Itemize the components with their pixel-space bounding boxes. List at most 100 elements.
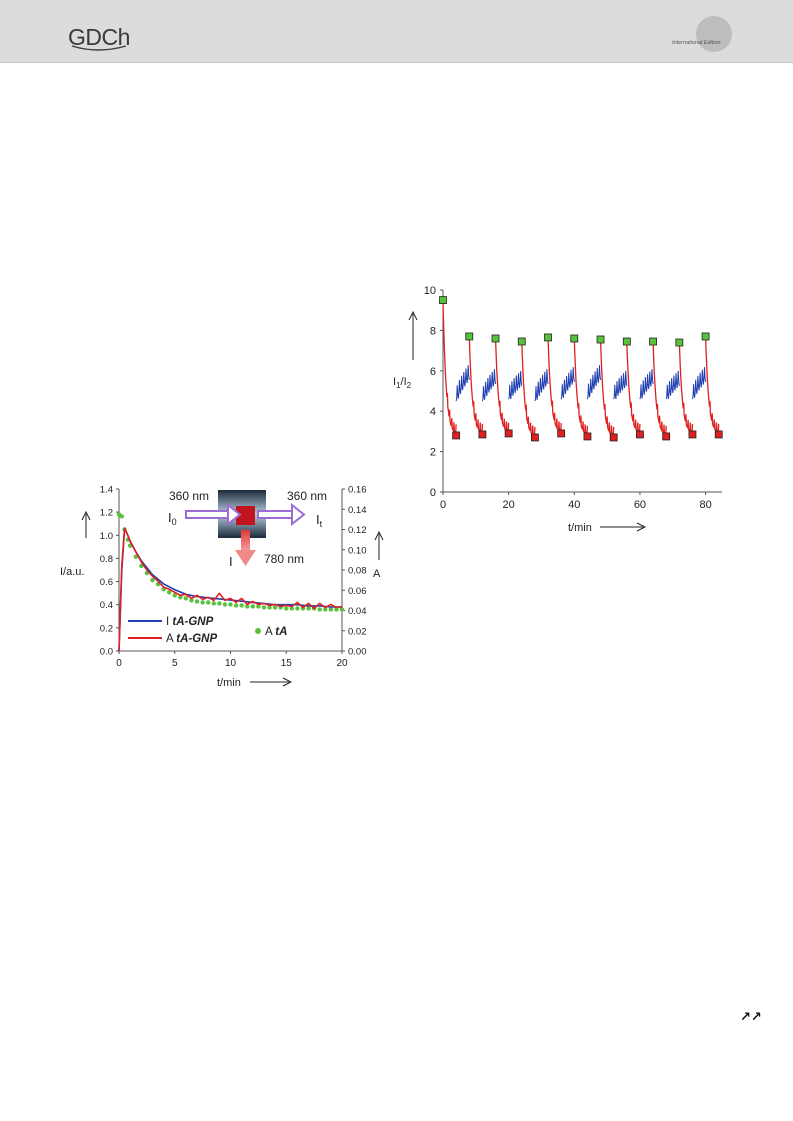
red-square-marker <box>557 429 566 438</box>
right-y-tick-label: 0.06 <box>348 586 367 597</box>
blue-recovery-trace <box>613 370 628 400</box>
red-decay-trace <box>468 336 484 434</box>
left-green-dot <box>317 607 322 612</box>
left-green-dot <box>328 607 334 612</box>
left-green-dot <box>194 599 200 604</box>
blue-recovery-trace <box>481 369 496 402</box>
red-decay-trace <box>494 338 510 434</box>
left-x-tick-label: 5 <box>172 658 178 669</box>
inset-emission-wavelength: 780 nm <box>264 552 304 566</box>
red-square-marker <box>504 429 513 438</box>
right-y-tick-label: 0.12 <box>348 525 367 536</box>
left-green-dot <box>334 607 339 612</box>
edition-label: International Edition <box>672 40 721 46</box>
red-decay-trace <box>626 341 641 434</box>
left-chart-series <box>116 512 345 652</box>
legend-label-a-ta: A tA <box>265 626 287 638</box>
red-square-marker <box>714 430 723 439</box>
right-y-tick-label: 6 <box>430 366 436 378</box>
left-y-tick-label: 0.8 <box>100 554 113 565</box>
left-green-dot <box>200 600 205 605</box>
blue-recovery-trace <box>534 369 549 402</box>
left-green-dot <box>206 600 211 605</box>
blue-recovery-trace <box>508 370 523 400</box>
right-y-tick-label: 0.04 <box>348 606 367 617</box>
left-y-tick-label: 1.2 <box>100 508 113 519</box>
sample-square-icon <box>236 506 255 525</box>
left-green-dot <box>339 607 345 612</box>
right-chart-axis-arrows <box>408 310 647 532</box>
left-green-dot <box>183 596 189 601</box>
left-y-tick-label: 1.0 <box>100 531 113 542</box>
right-y-tick-label: 0 <box>430 487 436 499</box>
left-green-dot <box>189 598 194 603</box>
inset-incident-label: I0 <box>168 510 177 527</box>
left-green-dot <box>295 606 300 611</box>
logo-swoosh-icon <box>71 45 127 51</box>
right-y-tick-label: 0.16 <box>348 485 367 496</box>
left-x-tick-label: 0 <box>116 658 122 669</box>
red-square-marker <box>636 430 644 439</box>
blue-recovery-trace <box>586 365 602 400</box>
left-axis-arrows <box>81 510 384 687</box>
left-green-dot <box>267 605 272 610</box>
right-y-tick-label: 0.10 <box>348 545 367 556</box>
red-decay-trace <box>573 338 589 436</box>
gdch-logo: GDCh <box>68 24 130 50</box>
left-x-tick-label: 20 <box>336 658 348 669</box>
right-y-tick-label: 4 <box>430 406 436 418</box>
left-x-axis-title: t/min <box>217 677 241 689</box>
left-green-dot <box>289 606 295 611</box>
right-y-tick-label: 10 <box>424 285 436 297</box>
red-decay-trace <box>678 342 694 434</box>
journal-header-bar: GDCh International Edition <box>0 0 793 63</box>
inset-in-wavelength: 360 nm <box>169 489 209 503</box>
left-green-dot <box>284 606 289 611</box>
right-x-tick-label: 40 <box>568 499 580 511</box>
blue-recovery-trace <box>560 367 575 400</box>
inset-emission-label: I <box>229 554 233 569</box>
right-y-tick-label: 0.00 <box>348 647 367 658</box>
left-green-dot <box>178 595 183 600</box>
left-green-dot <box>217 601 222 606</box>
inset-schematic: 360 nm 360 nm 780 nm I0 It I <box>168 489 327 569</box>
green-square-marker <box>675 338 684 347</box>
green-square-marker <box>544 333 552 342</box>
left-x-tick-label: 10 <box>225 658 237 669</box>
blue-recovery-trace <box>639 368 654 400</box>
left-green-dot <box>245 604 250 609</box>
right-x-tick-label: 80 <box>699 499 711 511</box>
left-green-dot <box>261 605 267 610</box>
left-y-tick-label: 0.2 <box>100 623 113 634</box>
green-square-marker <box>622 337 631 346</box>
left-y-tick-label: 0.4 <box>100 600 113 611</box>
right-chart-x-axis-title: t/min <box>568 522 592 534</box>
green-square-marker <box>649 337 657 346</box>
red-square-marker <box>531 433 539 442</box>
blue-recovery-trace <box>665 370 680 400</box>
green-square-marker <box>491 334 500 343</box>
edition-badge <box>696 16 732 52</box>
blue-recovery-trace <box>455 365 470 402</box>
green-square-marker <box>465 332 474 341</box>
red-decay-trace <box>521 341 536 437</box>
green-square-marker <box>439 296 447 305</box>
left-chart-legend: I tA-GNP A tA-GNP A tA <box>128 616 287 645</box>
right-y-tick-label: 2 <box>430 447 436 459</box>
red-square-marker <box>478 430 487 439</box>
left-green-dot <box>323 607 328 612</box>
emission-arrow-icon <box>241 530 250 552</box>
right-chart-series <box>439 296 723 442</box>
right-chart-axes: 0 20 40 60 80 0 2 4 6 8 10 <box>424 285 722 511</box>
left-green-dot <box>211 601 216 606</box>
right-x-tick-label: 60 <box>634 499 646 511</box>
left-green-dot <box>172 593 177 598</box>
green-square-marker <box>517 337 526 346</box>
left-green-dot <box>250 604 255 609</box>
left-green-dot <box>306 606 311 611</box>
left-green-dot <box>119 514 124 519</box>
left-green-dot <box>228 602 233 607</box>
left-x-tick-label: 15 <box>281 658 293 669</box>
left-green-dot <box>233 603 239 608</box>
